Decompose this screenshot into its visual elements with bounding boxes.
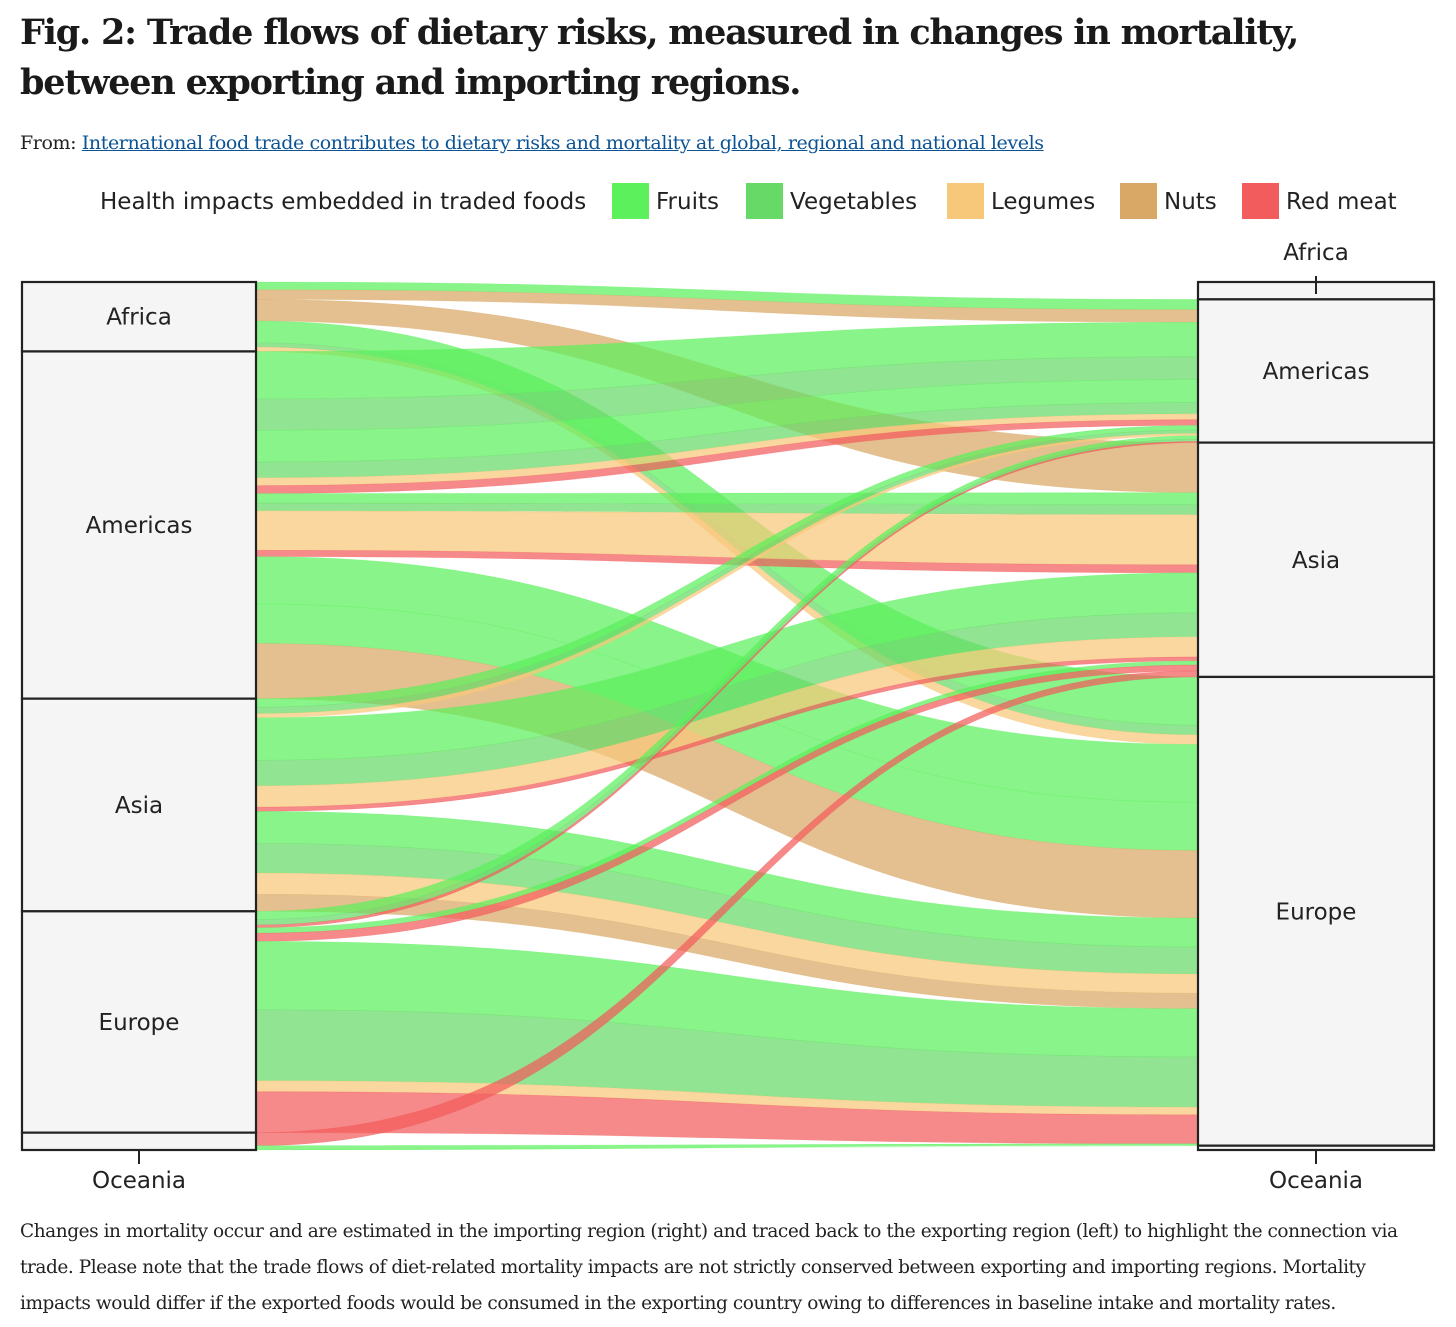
legend-swatch-vegetables xyxy=(746,183,783,219)
source-article-link[interactable]: International food trade contributes to … xyxy=(81,132,1044,154)
importer-node-asia[interactable] xyxy=(1196,441,1436,679)
figure-caption: Changes in mortality occur and are estim… xyxy=(20,1221,1398,1314)
source-prefix: From: xyxy=(20,132,77,154)
legend-label-fruits: Fruits xyxy=(656,189,719,215)
exporter-label-asia: Asia xyxy=(115,793,163,819)
sankey-flows xyxy=(255,281,1199,1151)
exporter-node-americas[interactable] xyxy=(20,350,258,700)
exporter-nodes: Africa Americas Asia Europe Oceania xyxy=(20,280,258,1194)
importer-label-asia: Asia xyxy=(1292,548,1340,574)
legend-swatch-red-meat xyxy=(1242,183,1279,219)
legend-title: Health impacts embedded in traded foods xyxy=(100,189,586,215)
exporter-node-africa[interactable] xyxy=(20,280,258,353)
exporter-label-africa: Africa xyxy=(106,305,172,331)
figure-title: Fig. 2: Trade flows of dietary risks, me… xyxy=(20,12,1299,103)
legend-swatch-fruits xyxy=(612,183,649,219)
importer-node-europe[interactable] xyxy=(1196,675,1436,1147)
importer-label-europe: Europe xyxy=(1276,899,1357,925)
exporter-label-oceania: Oceania xyxy=(92,1168,186,1194)
legend-label-legumes: Legumes xyxy=(991,189,1095,215)
source-line: From: International food trade contribut… xyxy=(20,132,1044,154)
importer-node-oceania[interactable] xyxy=(1196,1144,1436,1152)
importer-label-africa: Africa xyxy=(1283,240,1349,266)
legend-label-vegetables: Vegetables xyxy=(790,189,917,215)
exporter-node-oceania[interactable] xyxy=(20,1131,258,1152)
exporter-label-europe: Europe xyxy=(99,1010,180,1036)
exporter-node-asia[interactable] xyxy=(20,697,258,913)
legend-label-nuts: Nuts xyxy=(1164,189,1217,215)
flow-americas-to-asia-fruits[interactable] xyxy=(255,492,1199,505)
importer-label-americas: Americas xyxy=(1263,359,1370,385)
legend-swatch-nuts xyxy=(1120,183,1157,219)
importer-nodes: Africa Americas Asia Europe Oceania xyxy=(1196,240,1436,1194)
exporter-label-americas: Americas xyxy=(86,513,193,539)
importer-node-americas[interactable] xyxy=(1196,298,1436,444)
flow-oceania-to-europe-fruits[interactable] xyxy=(255,1143,1199,1151)
importer-label-oceania: Oceania xyxy=(1269,1168,1363,1194)
chart-legend: Health impacts embedded in traded foods F… xyxy=(100,183,1397,219)
legend-label-red-meat: Red meat xyxy=(1286,189,1397,215)
legend-swatch-legumes xyxy=(947,183,984,219)
sankey-chart: Health impacts embedded in traded foods F… xyxy=(20,183,1436,1194)
